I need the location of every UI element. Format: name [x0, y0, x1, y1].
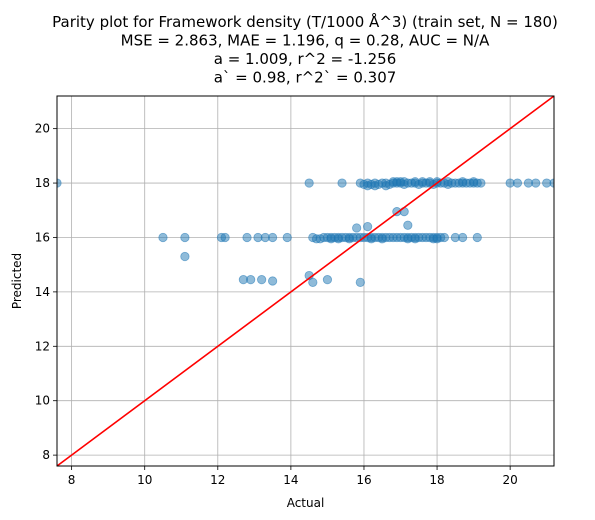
x-axis-ticks: 8 10 12 14 16 18 20	[68, 466, 518, 487]
data-point	[322, 275, 333, 285]
y-tick-label: 20	[35, 122, 50, 136]
x-tick-label: 20	[503, 473, 518, 487]
data-point	[472, 232, 482, 243]
data-point	[257, 275, 267, 285]
data-point	[57, 178, 62, 188]
title-line: MSE = 2.863, MAE = 1.196, q = 0.28, AUC …	[121, 32, 490, 50]
data-point	[308, 277, 318, 287]
y-tick-label: 8	[42, 448, 50, 462]
title-line: a = 1.009, r^2 = -1.256	[214, 50, 397, 68]
data-point	[337, 178, 347, 188]
data-point	[268, 232, 278, 243]
x-tick-label: 12	[210, 473, 225, 487]
parity-line-group	[56, 95, 555, 467]
data-point	[377, 234, 387, 244]
x-axis-label: Actual	[287, 496, 325, 510]
data-point	[344, 234, 354, 244]
scatter-points	[57, 177, 554, 287]
data-point	[304, 178, 314, 188]
data-point	[180, 251, 190, 262]
data-point	[282, 232, 292, 243]
data-point	[242, 232, 252, 243]
data-point	[315, 234, 325, 244]
data-point	[443, 177, 453, 187]
data-point	[158, 232, 168, 243]
data-point	[355, 277, 365, 287]
y-axis-ticks: 8 10 12 14 16 18 20	[35, 122, 57, 462]
title-line: Parity plot for Framework density (T/100…	[52, 12, 558, 31]
data-point	[410, 234, 420, 244]
data-point	[395, 177, 406, 187]
data-point	[366, 234, 376, 244]
data-point	[469, 177, 479, 187]
y-tick-label: 16	[35, 230, 50, 244]
data-point	[370, 181, 380, 191]
title-line: a` = 0.98, r^2` = 0.307	[214, 69, 397, 87]
data-point	[352, 223, 362, 233]
data-point	[363, 221, 373, 232]
plot-frame	[56, 95, 555, 467]
data-point	[403, 220, 413, 230]
data-point	[458, 232, 468, 243]
data-point	[531, 178, 541, 188]
data-point	[381, 181, 391, 191]
y-tick-label: 18	[35, 176, 50, 190]
x-tick-label: 14	[283, 473, 298, 487]
x-tick-label: 8	[68, 473, 76, 487]
data-point	[333, 234, 343, 244]
y-axis-label: Predicted	[10, 253, 24, 309]
x-tick-label: 16	[356, 473, 371, 487]
data-point	[180, 232, 190, 243]
data-point	[458, 177, 468, 187]
data-point	[268, 276, 278, 286]
data-point	[512, 178, 523, 188]
data-point	[432, 234, 442, 244]
data-point	[399, 207, 409, 217]
data-point	[220, 232, 230, 243]
x-tick-label: 10	[137, 473, 152, 487]
chart-title: Parity plot for Framework density (T/100…	[52, 12, 558, 87]
y-tick-label: 12	[35, 339, 50, 353]
data-point	[246, 275, 256, 285]
x-tick-label: 18	[429, 473, 444, 487]
y-tick-label: 14	[35, 285, 50, 299]
y-tick-label: 10	[35, 394, 50, 408]
parity-line	[56, 95, 555, 467]
